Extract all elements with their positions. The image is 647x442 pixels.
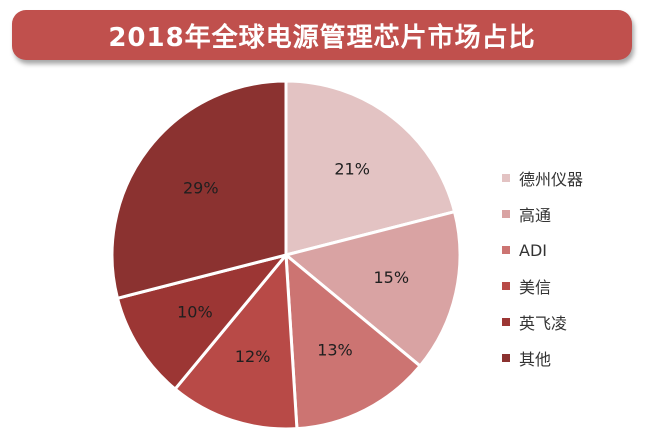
pie-slice-adi bbox=[284, 251, 423, 431]
pie-slice-高通 bbox=[282, 209, 462, 369]
slice-label-高通: 15% bbox=[373, 268, 409, 287]
title-banner: 2018年全球电源管理芯片市场占比 bbox=[12, 10, 632, 60]
legend-swatch bbox=[502, 246, 510, 254]
legend-item-高通: 高通 bbox=[502, 196, 583, 232]
legend-label: ADI bbox=[519, 240, 547, 260]
pie-slice-美信 bbox=[172, 251, 299, 431]
legend: 德州仪器高通 ADI 美信英飞凌其他 bbox=[502, 160, 583, 376]
legend-item-adi: ADI bbox=[502, 232, 583, 268]
legend-label: 其他 bbox=[519, 350, 552, 369]
legend-swatch bbox=[502, 174, 510, 182]
slice-label-adi: 13% bbox=[317, 341, 353, 360]
legend-label: 德州仪器 bbox=[519, 170, 584, 189]
legend-label: 英飞凌 bbox=[519, 314, 568, 333]
pie-slice-德州仪器 bbox=[284, 79, 457, 257]
legend-swatch bbox=[502, 282, 510, 290]
pie-slice-其他 bbox=[110, 79, 288, 301]
legend-item-英飞凌: 英飞凌 bbox=[502, 304, 583, 340]
legend-swatch bbox=[502, 318, 510, 326]
legend-item-德州仪器: 德州仪器 bbox=[502, 160, 583, 196]
slice-label-其他: 29% bbox=[183, 178, 219, 197]
legend-label: 高通 bbox=[519, 206, 552, 225]
legend-swatch bbox=[502, 354, 510, 362]
slice-label-英飞凌: 10% bbox=[177, 302, 213, 321]
slice-label-德州仪器: 21% bbox=[334, 159, 370, 178]
legend-item-美信: 美信 bbox=[502, 268, 583, 304]
chart-title: 2018年全球电源管理芯片市场占比 bbox=[108, 22, 536, 53]
slice-label-美信: 12% bbox=[235, 347, 271, 366]
legend-swatch bbox=[502, 210, 510, 218]
legend-item-其他: 其他 bbox=[502, 340, 583, 376]
legend-label: 美信 bbox=[519, 278, 552, 297]
